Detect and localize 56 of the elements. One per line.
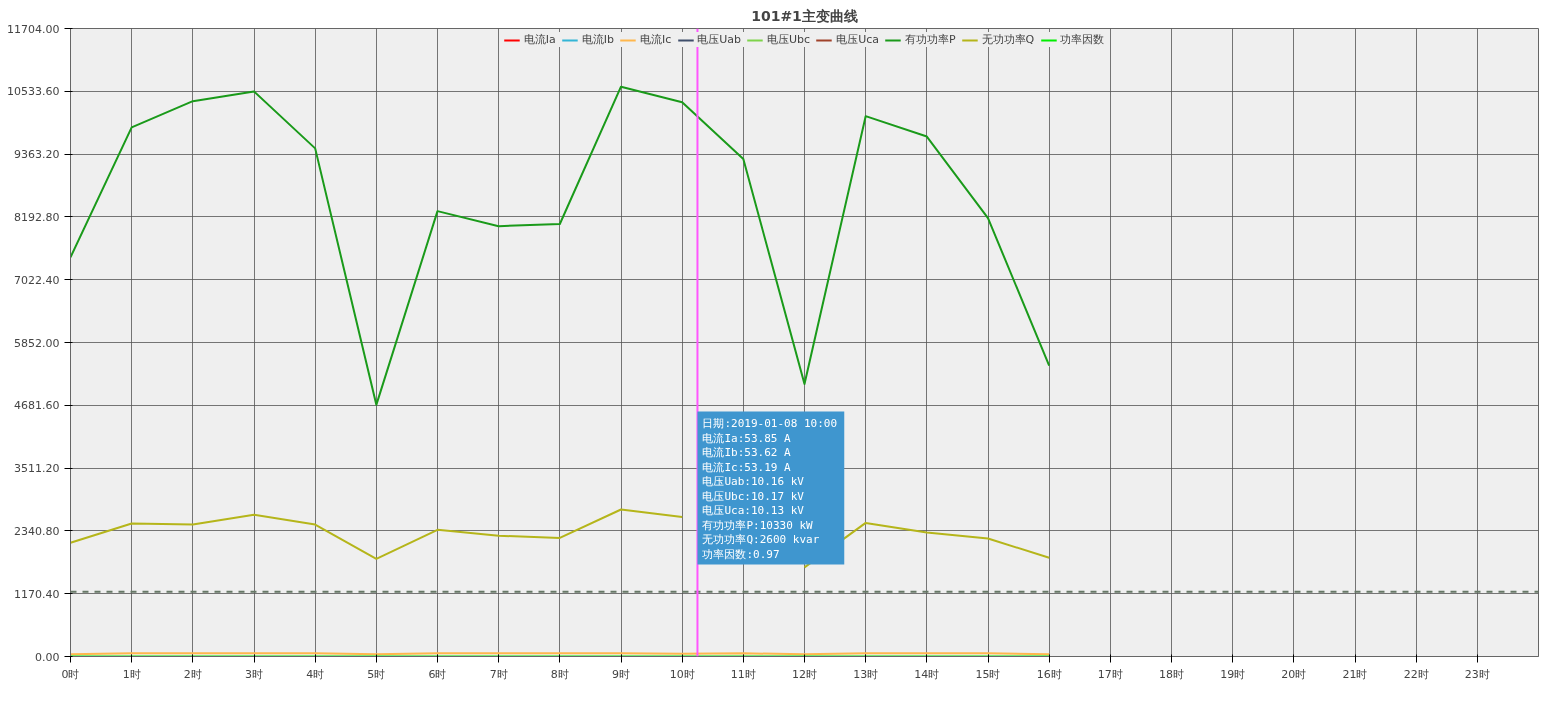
x-tick-label: 10时: [669, 667, 695, 681]
annotation: 电压Ubc:10.17 kV: [702, 489, 805, 503]
x-tick-label: 12时: [792, 667, 817, 681]
x-tick-label: 23时: [1464, 667, 1490, 681]
x-tick-label: 14时: [914, 667, 940, 681]
x-tick-label: 16时: [1036, 667, 1062, 681]
annotation: 电流Ia:53.85 A: [702, 431, 792, 445]
x-tick-label: 15时: [975, 667, 1001, 681]
legend-label: 无功功率Q: [981, 32, 1035, 47]
y-tick-label: 1170.40: [14, 587, 60, 601]
annotation: 电压Uca:10.13 kV: [702, 504, 805, 517]
chart-title: 101#1主变曲线: [751, 7, 858, 24]
x-tick-label: 3时: [245, 667, 263, 681]
x-tick-label: 9时: [612, 667, 630, 681]
annotation: 功率因数:0.97: [702, 547, 780, 561]
legend-label: 电压Ubc: [767, 32, 811, 47]
x-tick-label: 17时: [1097, 667, 1123, 681]
x-tick-label: 5时: [367, 667, 386, 681]
legend-label: 有功功率P: [904, 32, 956, 47]
x-tick-label: 22时: [1403, 667, 1429, 681]
annotation: 有功功率P:10330 kW: [702, 518, 814, 532]
annotation: 日期:2019-01-08 10:00: [702, 417, 838, 430]
x-tick-label: 19时: [1220, 667, 1246, 681]
x-tick-label: 4时: [306, 667, 325, 681]
annotation: 电流Ic:53.19 A: [702, 460, 792, 474]
legend-label: 电流Ib: [581, 32, 614, 47]
legend-label: 电流Ia: [523, 32, 556, 47]
y-tick-label: 10533.60: [7, 85, 60, 99]
legend-label: 电压Uab: [697, 32, 742, 47]
legend-label: 功率因数: [1060, 32, 1105, 47]
legend-label: 电压Uca: [836, 32, 879, 47]
x-tick-label: 11时: [730, 667, 756, 681]
annotation: 无功功率Q:2600 kvar: [702, 533, 820, 546]
x-tick-label: 8时: [550, 667, 569, 681]
y-tick-label: 4681.60: [14, 399, 60, 413]
annotation: 电压Uab:10.16 kV: [702, 475, 805, 488]
y-tick-label: 8192.80: [14, 210, 60, 224]
x-tick-label: 6时: [428, 667, 447, 681]
y-tick-label: 0.00: [35, 650, 60, 664]
x-tick-label: 2时: [183, 667, 202, 681]
x-tick-label: 1时: [122, 667, 141, 681]
x-tick-label: 13时: [853, 667, 879, 681]
y-tick-label: 11704.00: [7, 22, 60, 36]
y-tick-label: 2340.80: [14, 524, 60, 538]
y-tick-label: 5852.00: [14, 336, 60, 350]
legend-label: 电流Ic: [639, 32, 672, 47]
x-tick-label: 0时: [61, 667, 80, 681]
y-tick-label: 7022.40: [14, 273, 60, 287]
line-series: [70, 85, 1051, 406]
x-tick-label: 21时: [1342, 667, 1368, 681]
x-tick-label: 20时: [1281, 667, 1307, 681]
annotation: 电流Ib:53.62 A: [702, 446, 792, 459]
y-tick-label: 9363.20: [14, 148, 60, 162]
x-tick-label: 18时: [1159, 667, 1184, 681]
x-tick-label: 7时: [489, 667, 508, 681]
y-tick-label: 3511.20: [14, 462, 60, 476]
